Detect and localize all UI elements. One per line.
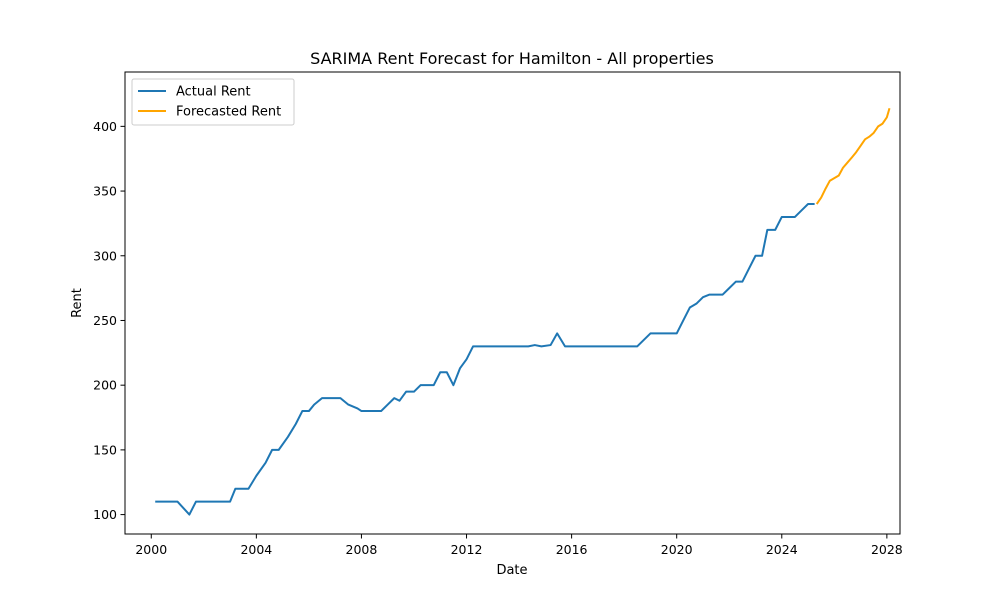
x-tick-label: 2012 (451, 542, 483, 557)
series-layer (155, 107, 891, 516)
x-tick-label: 2008 (346, 542, 378, 557)
y-tick-label: 400 (93, 119, 117, 134)
x-axis: 2000 2004 2008 2012 2016 2020 2024 2028 (135, 534, 903, 557)
legend-label-actual: Actual Rent (176, 85, 251, 100)
series-line-actual-rent (155, 203, 815, 516)
x-tick-label: 2000 (135, 542, 167, 557)
y-tick-label: 100 (93, 507, 117, 522)
plot-area (124, 71, 901, 535)
x-tick-label: 2024 (766, 542, 798, 557)
legend-label-forecast: Forecasted Rent (176, 105, 281, 120)
y-tick-label: 350 (93, 184, 117, 199)
x-tick-label: 2016 (556, 542, 588, 557)
x-tick-label: 2020 (661, 542, 693, 557)
y-tick-label: 150 (93, 442, 117, 457)
legend: Actual Rent Forecasted Rent (131, 78, 295, 126)
series-line-forecasted-rent (815, 107, 891, 205)
y-tick-label: 300 (93, 248, 117, 263)
legend-box (131, 78, 295, 126)
chart-title: SARIMA Rent Forecast for Hamilton - All … (310, 49, 714, 68)
y-tick-label: 200 (93, 378, 117, 393)
y-tick-label: 250 (93, 313, 117, 328)
x-tick-label: 2028 (871, 542, 903, 557)
x-tick-label: 2004 (240, 542, 272, 557)
x-axis-label: Date (496, 563, 527, 578)
y-axis: 100 150 200 250 300 350 400 (93, 119, 125, 522)
y-axis-label: Rent (70, 288, 85, 318)
